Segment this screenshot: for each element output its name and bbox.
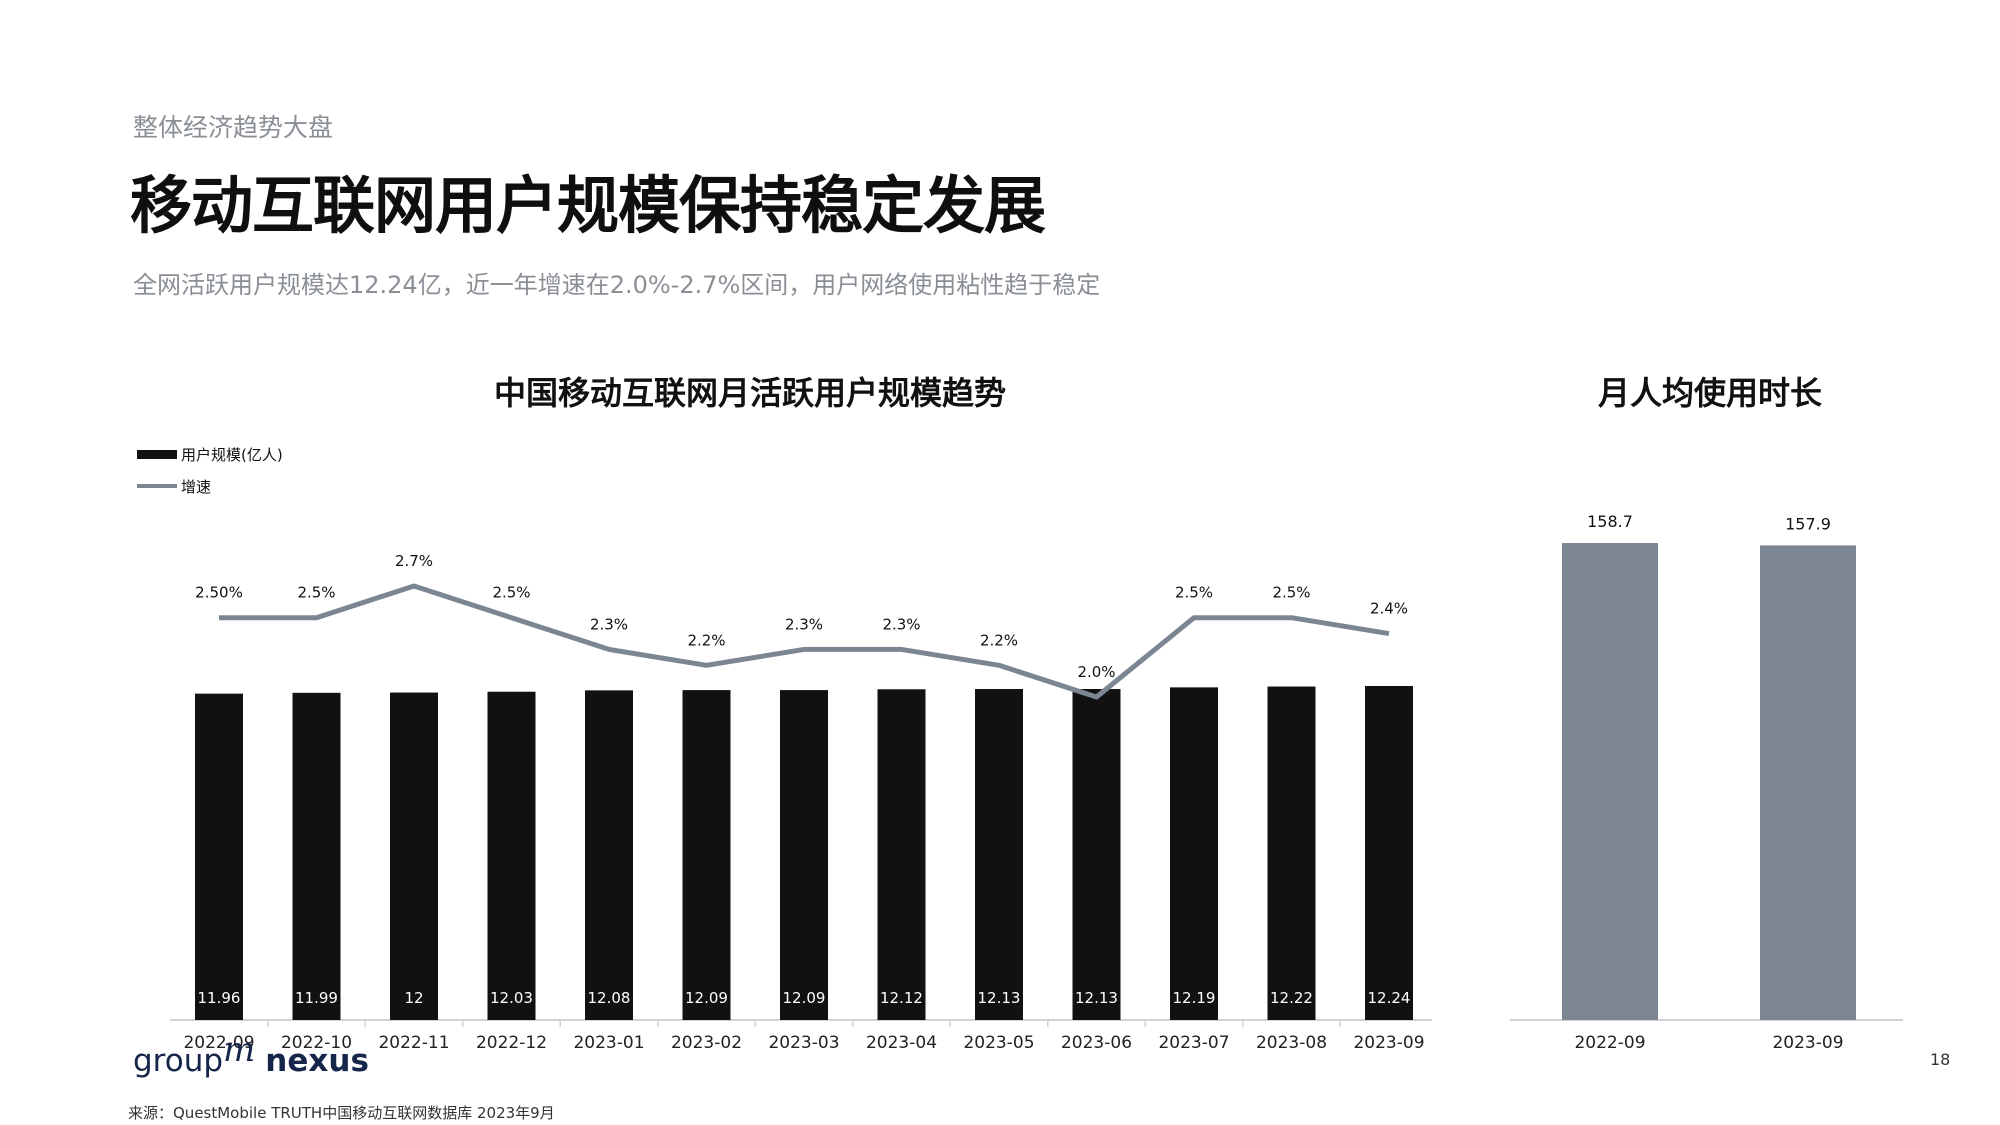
source-note: 来源：QuestMobile TRUTH中国移动互联网数据库 2023年9月 [128,1104,555,1122]
page-title: 移动互联网用户规模保持稳定发展 [130,169,1046,242]
bar-user-scale [780,690,828,1020]
growth-value-label: 2.50% [195,584,243,602]
bar-user-scale [682,690,731,1020]
bar-value-label: 12.13 [1075,989,1118,1007]
usage-value-label: 157.9 [1785,514,1831,533]
x-tick-label: 2022-09 [183,1033,254,1053]
legend-item-user-scale: 用户规模(亿人) [137,443,283,465]
bar-user-scale [1170,687,1218,1020]
bar-value-label: 12.13 [978,989,1021,1007]
bar-user-scale [1365,686,1413,1020]
legend-item-growth: 增速 [137,475,283,497]
bar-user-scale [487,691,536,1020]
section-label: 整体经济趋势大盘 [133,113,334,142]
x-tick-label: 2023-09 [1772,1033,1843,1053]
growth-value-label: 2.4% [1370,600,1408,618]
x-tick-label: 2023-03 [768,1033,839,1053]
x-tick-label: 2022-09 [1574,1033,1645,1053]
bar-user-scale [1267,686,1316,1020]
bar-usage-time [1760,545,1856,1020]
chart-legend: 用户规模(亿人) 增速 [137,443,283,507]
groupm-nexus-logo: groupm nexus [133,1030,369,1079]
bar-user-scale [1072,689,1121,1020]
x-tick-label: 2022-10 [281,1033,352,1053]
x-tick-label: 2022-11 [378,1033,449,1053]
growth-value-label: 2.5% [1272,584,1310,602]
user-scale-chart-title: 中国移动互联网月活跃用户规模趋势 [493,374,1006,412]
bar-value-label: 11.96 [198,989,241,1007]
growth-value-label: 2.5% [492,584,530,602]
bar-value-label: 12.12 [880,989,923,1007]
bar-value-label: 11.99 [295,989,338,1007]
bar-value-label: 12.22 [1270,989,1313,1007]
x-tick-label: 2023-09 [1353,1033,1424,1053]
x-tick-label: 2023-05 [963,1033,1034,1053]
usage-time-chart-title: 月人均使用时长 [1597,374,1822,412]
legend-label-user-scale: 用户规模(亿人) [181,445,283,464]
x-tick-label: 2023-08 [1256,1033,1327,1053]
bar-value-label: 12.24 [1368,989,1411,1007]
x-tick-label: 2023-07 [1158,1033,1229,1053]
x-tick-label: 2022-12 [476,1033,547,1053]
growth-value-label: 2.3% [882,615,920,633]
bar-user-scale [877,689,926,1020]
x-tick-label: 2023-04 [866,1033,937,1053]
x-tick-label: 2023-01 [573,1033,644,1053]
growth-value-label: 2.0% [1077,663,1115,681]
x-tick-label: 2023-06 [1061,1033,1132,1053]
bar-user-scale [585,690,633,1020]
growth-value-label: 2.2% [980,631,1018,649]
bar-user-scale [390,692,438,1020]
bar-user-scale [975,689,1023,1020]
bar-value-label: 12 [404,989,423,1007]
legend-line-swatch [137,484,177,488]
growth-value-label: 2.3% [785,615,823,633]
bar-value-label: 12.09 [685,989,728,1007]
bar-usage-time [1562,543,1658,1020]
page-number: 18 [1930,1050,1951,1069]
bar-value-label: 12.09 [783,989,826,1007]
bar-value-label: 12.08 [588,989,631,1007]
bar-value-label: 12.19 [1173,989,1216,1007]
growth-value-label: 2.2% [687,631,725,649]
growth-value-label: 2.5% [1175,584,1213,602]
bar-user-scale [292,692,341,1020]
growth-value-label: 2.7% [395,552,433,570]
growth-line [219,583,1390,700]
legend-bar-swatch [137,449,177,459]
bar-value-label: 12.03 [490,989,533,1007]
x-tick-label: 2023-02 [671,1033,742,1053]
growth-value-label: 2.5% [297,584,335,602]
bar-user-scale [195,693,243,1020]
usage-value-label: 158.7 [1587,512,1633,531]
legend-label-growth: 增速 [181,477,212,496]
growth-value-label: 2.3% [590,615,628,633]
page-subtitle: 全网活跃用户规模达12.24亿，近一年增速在2.0%-2.7%区间，用户网络使用… [133,271,1101,299]
